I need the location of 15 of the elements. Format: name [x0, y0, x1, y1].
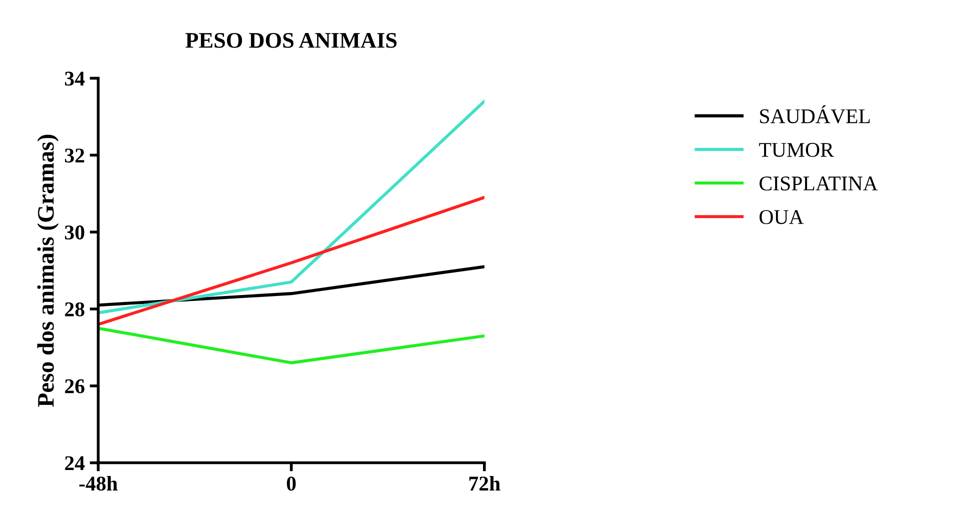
legend-label: CISPLATINA [760, 176, 878, 191]
x-tick-label: 72h [469, 476, 500, 490]
y-axis-title: Peso dos animais (Gramas) [37, 134, 59, 407]
y-tick-label: 30 [64, 225, 84, 240]
legend-label: SAUDÁVEL [760, 105, 870, 124]
chart-title: PESO DOS ANIMAIS [185, 32, 397, 48]
legend-label: TUMOR [759, 142, 834, 157]
y-tick-label: 26 [65, 379, 84, 394]
x-tick-label: -48h [79, 476, 118, 491]
x-tick-label: 0 [286, 476, 296, 491]
y-tick-label: 24 [65, 456, 85, 470]
y-tick-label: 32 [64, 148, 84, 163]
y-tick-label: 28 [65, 302, 84, 316]
legend-label: OUA [760, 210, 804, 224]
y-tick-label: 34 [64, 72, 85, 86]
